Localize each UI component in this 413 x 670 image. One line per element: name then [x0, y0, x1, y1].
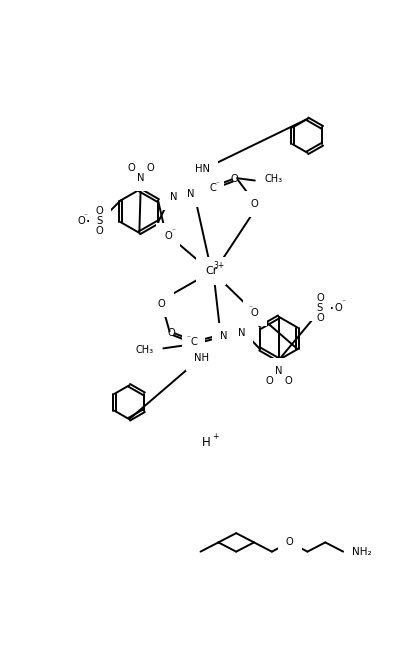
Text: O: O — [250, 308, 258, 318]
Text: O: O — [284, 377, 291, 387]
Text: O: O — [265, 377, 273, 387]
Text: N: N — [137, 173, 144, 183]
Text: N: N — [169, 192, 177, 202]
Text: O: O — [127, 163, 135, 173]
Text: CH₃: CH₃ — [263, 174, 282, 184]
Text: Cr: Cr — [205, 267, 217, 276]
Text: O: O — [77, 216, 85, 226]
Text: O: O — [168, 328, 176, 338]
Text: C: C — [209, 183, 216, 193]
Text: ⁻: ⁻ — [215, 179, 219, 188]
Text: ⁻: ⁻ — [247, 304, 252, 313]
Text: O: O — [315, 313, 323, 322]
Text: O: O — [285, 537, 293, 547]
Text: N: N — [220, 331, 227, 341]
Text: O: O — [96, 206, 103, 216]
Text: S: S — [97, 216, 103, 226]
Text: O: O — [250, 198, 258, 208]
Text: O: O — [230, 174, 238, 184]
Text: 3+: 3+ — [213, 261, 224, 271]
Text: H: H — [202, 436, 211, 449]
Text: O: O — [164, 231, 171, 241]
Text: O: O — [157, 299, 165, 309]
Text: ⁻: ⁻ — [84, 212, 88, 220]
Text: C: C — [190, 337, 197, 347]
Text: ⁻: ⁻ — [186, 333, 190, 342]
Text: O: O — [334, 303, 342, 312]
Text: O: O — [315, 293, 323, 303]
Text: N: N — [187, 190, 195, 200]
Text: ⁻: ⁻ — [171, 226, 175, 235]
Text: N: N — [237, 328, 245, 338]
Text: S: S — [316, 303, 322, 312]
Text: N: N — [274, 366, 282, 377]
Text: O: O — [96, 226, 103, 237]
Text: CH₃: CH₃ — [135, 345, 153, 355]
Text: ⁻: ⁻ — [340, 297, 344, 307]
Text: NH: NH — [193, 352, 208, 362]
Text: O: O — [146, 163, 154, 173]
Text: +: + — [211, 432, 218, 442]
Text: HN: HN — [195, 164, 210, 174]
Text: NH₂: NH₂ — [351, 547, 371, 557]
